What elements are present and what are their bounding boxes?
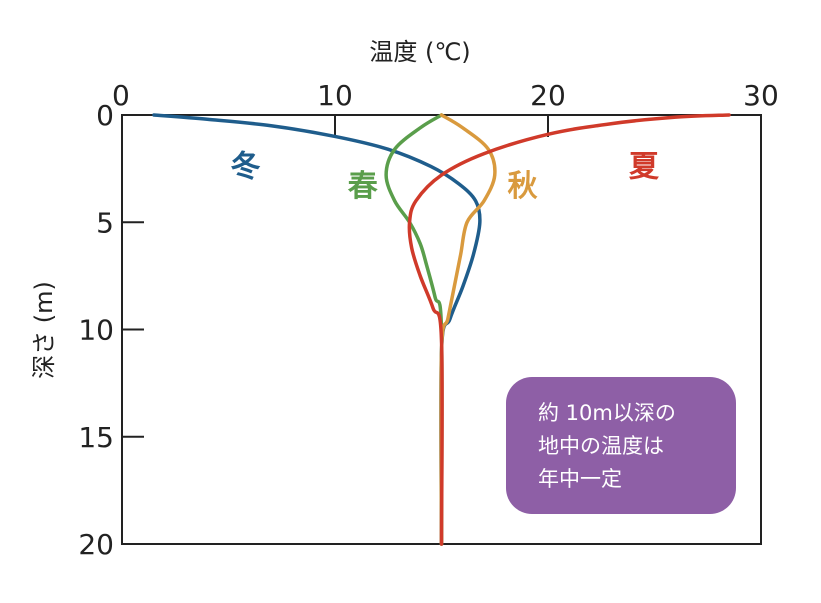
- series-labels: 冬春 秋夏: [231, 149, 660, 203]
- x-tick-label: 10: [317, 79, 353, 112]
- series-label-3: 夏: [629, 149, 660, 184]
- series-line-3: [407, 113, 731, 546]
- annotation-line-3: 年中一定: [538, 467, 622, 491]
- y-tick-label: 15: [78, 421, 114, 454]
- annotation-box: 約 10m以深の 地中の温度は 年中一定: [506, 377, 736, 514]
- x-tick-label: 30: [743, 79, 779, 112]
- x-tick-label: 20: [530, 79, 566, 112]
- annotation-background: [506, 377, 736, 514]
- series-lines: [152, 113, 731, 546]
- y-tick-label: 20: [78, 528, 114, 561]
- annotation-line-2: 地中の温度は: [538, 434, 664, 458]
- x-axis-title: 温度 (℃): [369, 38, 470, 66]
- series-label-0: 冬: [231, 149, 261, 184]
- annotation-line-1: 約 10m以深の: [538, 401, 676, 425]
- y-axis-title: 深さ (m): [30, 281, 58, 379]
- ticks-group: 0 10 20 30 0 5 10 15 20: [78, 79, 778, 561]
- series-line-2: [439, 113, 497, 546]
- y-tick-label: 0: [96, 99, 114, 132]
- series-label-2: 秋: [507, 169, 537, 204]
- y-tick-label: 5: [96, 206, 114, 239]
- series-line-0: [152, 113, 482, 546]
- series-label-1: 春: [348, 169, 378, 204]
- x-tick-label: 0: [112, 79, 130, 112]
- y-tick-label: 10: [78, 314, 114, 347]
